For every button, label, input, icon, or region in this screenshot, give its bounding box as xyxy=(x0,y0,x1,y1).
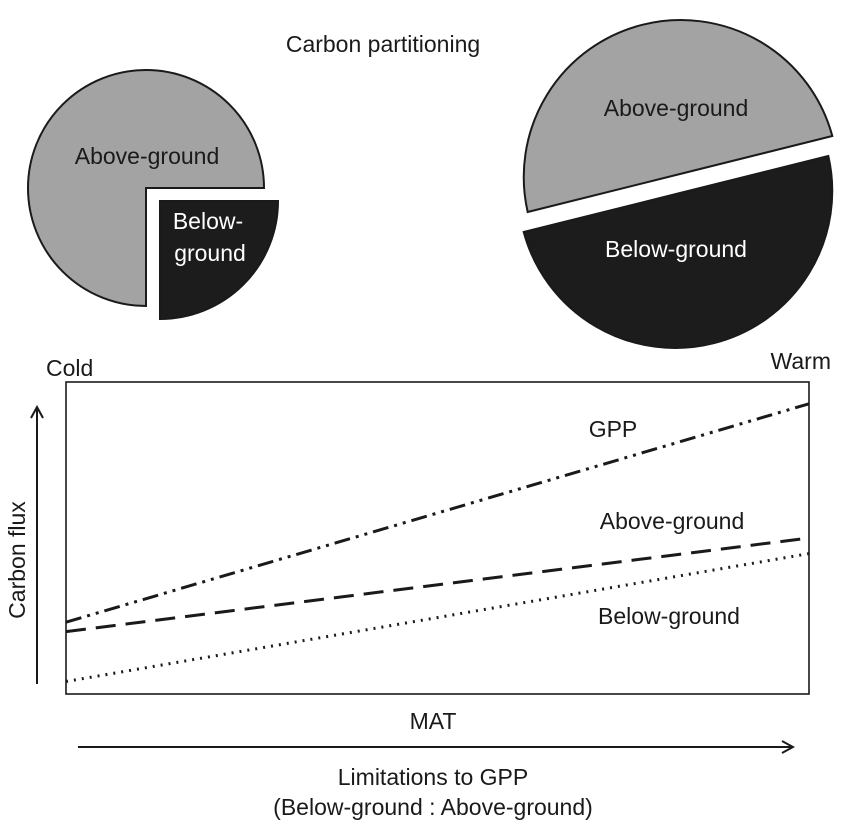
pie-cold-label-below-ground-line1: Below- xyxy=(173,208,243,234)
bottom-label-line2: (Below-ground : Above-ground) xyxy=(273,794,593,820)
pie-warm-label-below-ground: Below-ground xyxy=(605,236,747,262)
pie-warm-label-above-ground: Above-ground xyxy=(604,95,749,121)
pie-cold: Above-ground Below- ground xyxy=(27,69,280,321)
series-line-gpp xyxy=(65,402,810,624)
pie-warm-slice-below-ground xyxy=(522,154,834,349)
series-label-above-ground: Above-ground xyxy=(600,508,745,534)
pie-cold-label-above-ground: Above-ground xyxy=(75,143,220,169)
plot-frame xyxy=(65,381,810,695)
pie-cold-label-below-ground-line2: ground xyxy=(174,240,246,266)
series-line-below-ground xyxy=(65,552,810,683)
series-line-above-ground xyxy=(65,536,810,634)
x-axis-label: MAT xyxy=(410,708,457,734)
label-cold: Cold xyxy=(46,355,93,381)
pie-cold-slice-above-ground xyxy=(27,69,266,308)
y-axis-label: Carbon flux xyxy=(4,501,30,619)
pie-cold-slice-below-ground xyxy=(159,200,280,321)
series-label-gpp: GPP xyxy=(589,416,638,442)
series-label-below-ground: Below-ground xyxy=(598,603,740,629)
figure-title: Carbon partitioning xyxy=(286,31,480,57)
pie-warm-slice-above-ground xyxy=(522,19,834,214)
bottom-label-line1: Limitations to GPP xyxy=(338,764,528,790)
pie-warm: Above-ground Below-ground xyxy=(522,19,834,349)
label-warm: Warm xyxy=(771,348,831,374)
